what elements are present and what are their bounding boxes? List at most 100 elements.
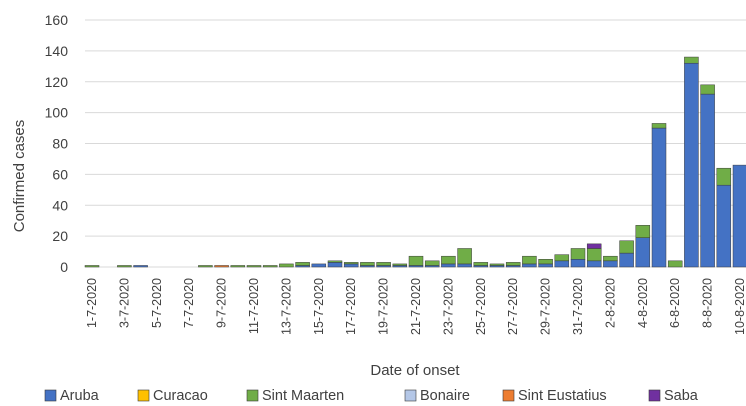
bar-sint-maarten-25-7-2020	[473, 262, 489, 266]
y-axis-ticks: 0 20 40 60 80 100 120 140 160	[45, 12, 69, 275]
x-tick-label: 27-7-2020	[506, 278, 520, 335]
bar-sint-maarten-13-7-2020	[279, 263, 294, 268]
y-tick-label: 60	[52, 166, 68, 182]
bar-sint-maarten-20-7-2020	[392, 263, 408, 266]
bar-aruba-29-7-2020	[538, 263, 553, 268]
legend-label-aruba: Aruba	[60, 388, 100, 404]
x-tick-label: 25-7-2020	[474, 278, 488, 335]
y-tick-label: 80	[52, 136, 68, 152]
bar-sint-maarten-8-8-2020	[700, 84, 715, 95]
x-tick-label: 2-8-2020	[603, 278, 617, 328]
x-tick-label: 19-7-2020	[377, 278, 391, 335]
bar-aruba-4-8-2020	[635, 237, 651, 268]
x-tick-label: 4-8-2020	[636, 278, 650, 328]
bar-aruba-30-7-2020	[554, 260, 570, 268]
y-tick-label: 160	[45, 12, 69, 28]
y-tick-label: 120	[45, 74, 69, 90]
x-tick-label: 1-7-2020	[85, 278, 99, 328]
y-tick-label: 140	[45, 43, 69, 59]
bar-sint-maarten-5-8-2020	[651, 123, 667, 129]
bar-aruba-9-8-2020	[716, 184, 732, 268]
legend-swatch-curacao	[137, 389, 150, 402]
legend-label-sint-maarten: Sint Maarten	[262, 388, 344, 404]
bar-sint-maarten-24-7-2020	[457, 248, 472, 265]
bar-sint-maarten-22-7-2020	[424, 260, 440, 266]
x-tick-label: 11-7-2020	[247, 278, 261, 334]
bar-aruba-8-8-2020	[700, 93, 715, 268]
bar-aruba-5-8-2020	[651, 127, 667, 268]
legend-swatch-bonaire	[404, 389, 417, 402]
x-tick-label: 6-8-2020	[668, 278, 682, 328]
x-tick-label: 13-7-2020	[279, 278, 293, 335]
bar-saba-1-8-2020	[586, 243, 602, 249]
x-tick-label: 31-7-2020	[571, 278, 585, 335]
bar-aruba-15-7-2020	[311, 263, 327, 268]
bar-aruba-2-8-2020	[603, 260, 618, 268]
bar-sint-maarten-29-7-2020	[538, 259, 553, 265]
bar-sint-maarten-14-7-2020	[295, 262, 310, 266]
x-tick-label: 29-7-2020	[539, 278, 553, 335]
bar-sint-maarten-19-7-2020	[376, 262, 391, 266]
bar-sint-maarten-1-8-2020	[586, 248, 602, 262]
bar-aruba-17-7-2020	[343, 263, 359, 268]
legend-label-curacao: Curacao	[153, 388, 208, 404]
x-tick-label: 21-7-2020	[409, 278, 423, 335]
bar-sint-maarten-2-8-2020	[603, 255, 618, 262]
x-tick-label: 8-8-2020	[701, 278, 715, 328]
x-tick-label: 3-7-2020	[117, 278, 131, 328]
legend-swatch-sint-maarten	[246, 389, 259, 402]
bar-aruba-10-8-2020	[732, 164, 746, 268]
bar-sint-maarten-11-7-2020	[246, 265, 262, 268]
bar-sint-maarten-28-7-2020	[522, 255, 537, 265]
bar-sint-maarten-31-7-2020	[570, 248, 586, 260]
bar-aruba-31-7-2020	[570, 259, 586, 268]
y-tick-label: 20	[52, 228, 68, 244]
bar-sint-maarten-10-7-2020	[230, 265, 246, 268]
bar-sint-maarten-4-8-2020	[635, 225, 651, 238]
bar-sint-maarten-7-8-2020	[684, 56, 699, 64]
bar-sint-maarten-6-8-2020	[667, 260, 683, 268]
bar-sint-maarten-9-8-2020	[716, 167, 732, 186]
bar-aruba-23-7-2020	[441, 263, 456, 268]
legend-label-bonaire: Bonaire	[420, 388, 470, 404]
y-tick-label: 0	[60, 259, 68, 275]
bar-aruba-28-7-2020	[522, 263, 537, 268]
x-tick-label: 5-7-2020	[150, 278, 164, 328]
bar-sint-maarten-18-7-2020	[360, 262, 375, 266]
bar-sint-maarten-21-7-2020	[408, 255, 424, 266]
bar-sint-eustatius-9-7-2020	[214, 265, 229, 268]
bar-aruba-4-7-2020	[133, 265, 148, 268]
legend-swatch-saba	[648, 389, 661, 402]
x-tick-label: 10-8-2020	[733, 278, 746, 335]
bar-sint-maarten-27-7-2020	[505, 262, 521, 266]
bar-sint-maarten-30-7-2020	[554, 254, 570, 262]
bar-aruba-7-8-2020	[684, 62, 699, 268]
bar-sint-maarten-12-7-2020	[262, 265, 278, 268]
bar-aruba-1-8-2020	[586, 260, 602, 268]
bar-sint-maarten-26-7-2020	[489, 263, 505, 266]
bar-sint-maarten-16-7-2020	[327, 260, 343, 263]
x-axis-title: Date of onset	[370, 362, 460, 379]
gridlines	[85, 19, 746, 268]
bar-sint-maarten-17-7-2020	[343, 262, 359, 265]
x-axis-ticks: 1-7-2020 3-7-2020 5-7-2020 7-7-2020 9-7-2020…	[85, 278, 746, 335]
bar-sint-maarten-23-7-2020	[441, 255, 456, 265]
bars	[84, 56, 746, 268]
legend-swatch-sint-eustatius	[502, 389, 515, 402]
bar-aruba-24-7-2020	[457, 263, 472, 268]
x-tick-label: 7-7-2020	[182, 278, 196, 328]
bar-aruba-16-7-2020	[327, 262, 343, 268]
x-tick-label: 23-7-2020	[441, 278, 455, 335]
x-tick-label: 17-7-2020	[344, 278, 358, 335]
bar-sint-maarten-8-7-2020	[198, 265, 213, 268]
x-tick-label: 9-7-2020	[215, 278, 229, 328]
y-axis-title: Confirmed cases	[11, 120, 28, 233]
bar-sint-maarten-1-7-2020	[84, 265, 100, 268]
legend-swatch-aruba	[44, 389, 57, 402]
bar-sint-maarten-3-7-2020	[117, 265, 132, 268]
bar-aruba-3-8-2020	[619, 252, 634, 268]
x-tick-label: 15-7-2020	[312, 278, 326, 335]
legend-label-saba: Saba	[664, 388, 699, 404]
